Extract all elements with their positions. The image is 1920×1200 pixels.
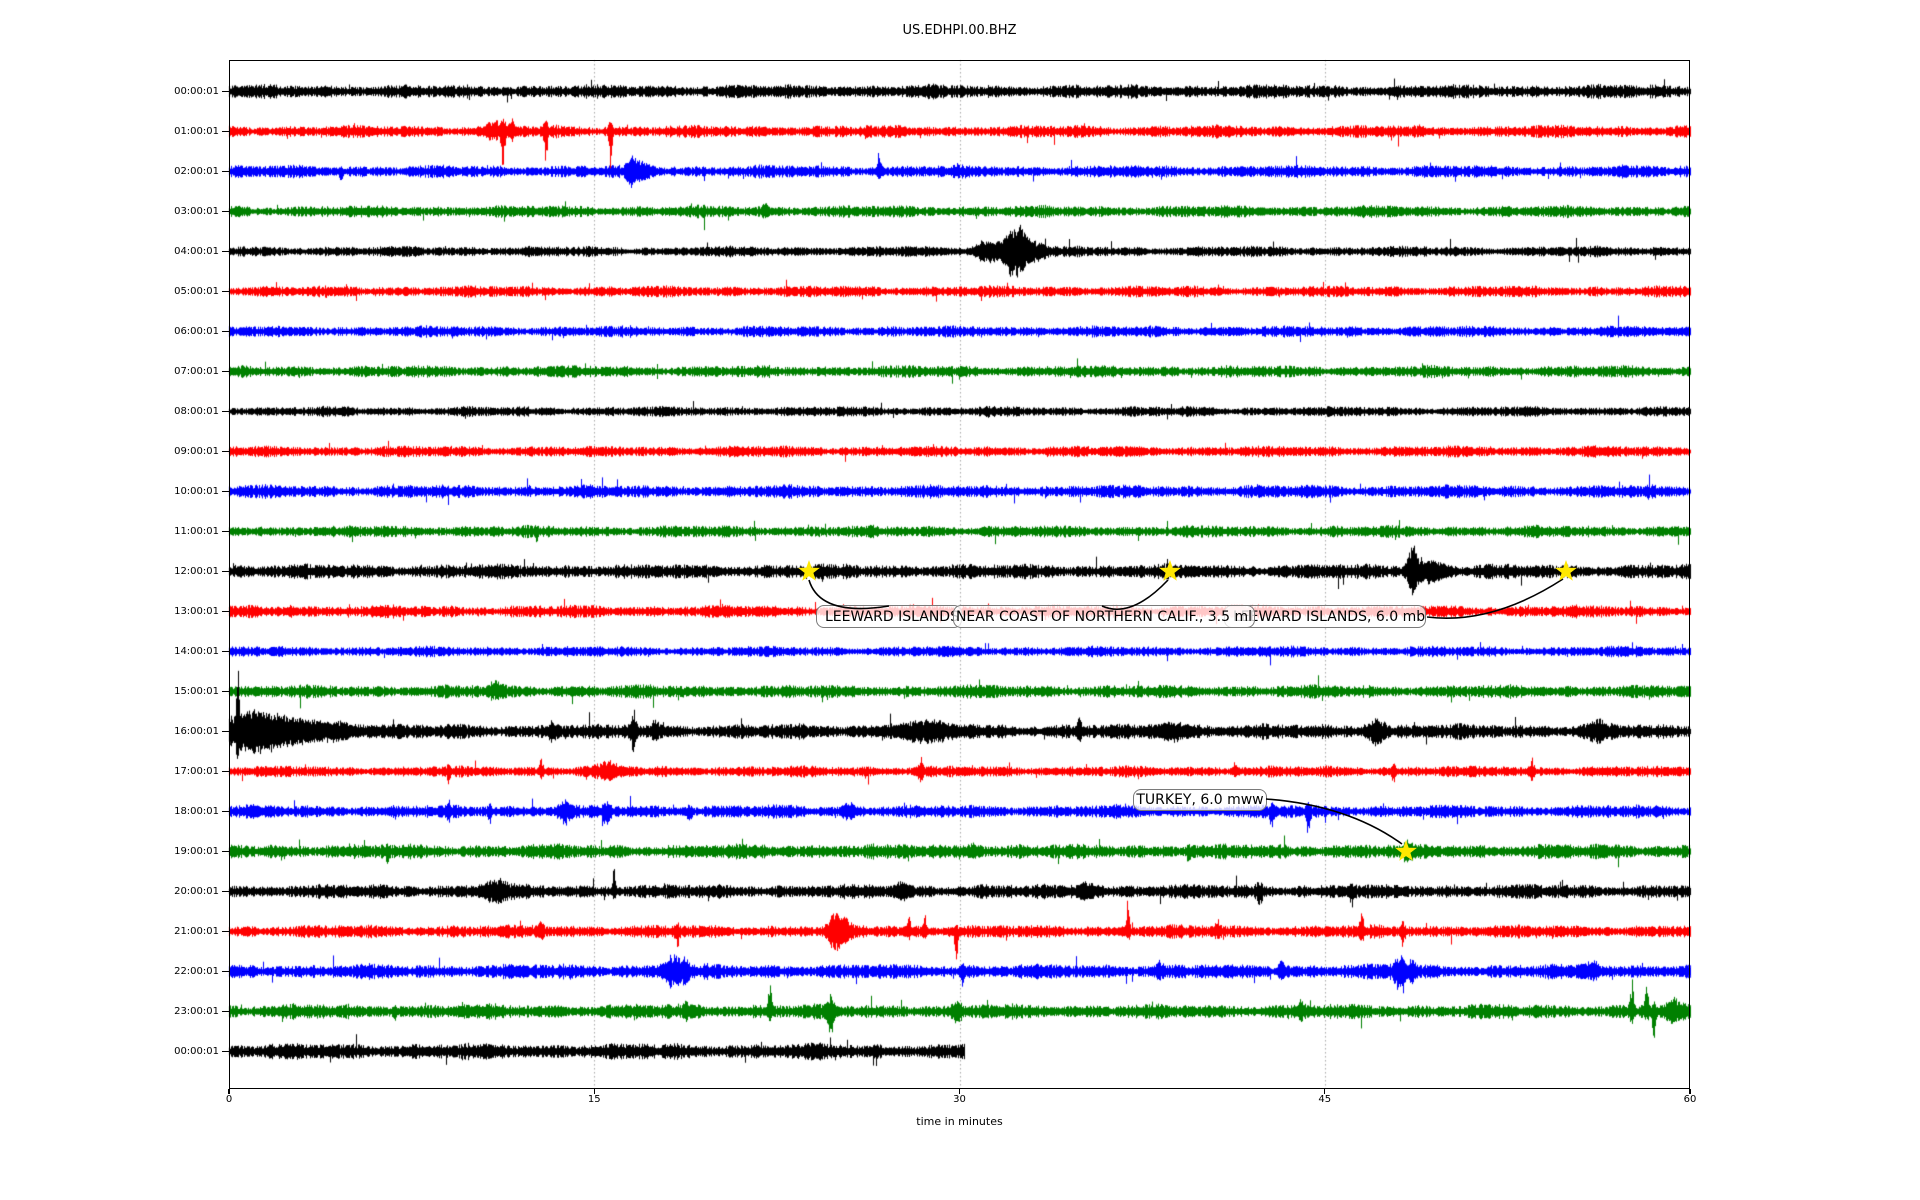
y-tick-mark xyxy=(222,1010,229,1013)
x-tick-mark xyxy=(958,1089,961,1094)
y-tick-label-row-22: 22:00:01 xyxy=(174,965,219,977)
y-tick-mark xyxy=(222,690,229,693)
y-tick-label-row-5: 05:00:01 xyxy=(174,285,219,297)
y-tick-mark xyxy=(222,570,229,573)
y-tick-mark xyxy=(222,370,229,373)
y-tick-mark xyxy=(222,850,229,853)
y-tick-label-row-23: 23:00:01 xyxy=(174,1005,219,1017)
y-tick-mark xyxy=(222,530,229,533)
y-tick-label-row-2: 02:00:01 xyxy=(174,165,219,177)
y-tick-mark xyxy=(222,770,229,773)
y-tick-mark xyxy=(222,130,229,133)
x-tick-label-45: 45 xyxy=(1318,1094,1332,1105)
y-tick-label-row-9: 09:00:01 xyxy=(174,445,219,457)
event-annotation-box: TURKEY, 6.0 mww xyxy=(1133,789,1267,811)
y-tick-mark xyxy=(222,890,229,893)
x-tick-mark xyxy=(1324,1089,1326,1094)
plot-border xyxy=(229,60,1690,1089)
y-tick-label-row-21: 21:00:01 xyxy=(174,925,219,937)
y-tick-mark xyxy=(222,1050,229,1053)
y-tick-label-row-17: 17:00:01 xyxy=(174,765,219,777)
y-tick-label-row-0: 00:00:01 xyxy=(174,85,219,97)
event-annotation-box: NEAR COAST OF NORTHERN CALIF., 3.5 ml xyxy=(953,605,1255,628)
y-tick-mark xyxy=(222,490,229,493)
y-tick-label-row-15: 15:00:01 xyxy=(174,685,219,697)
x-axis-label: time in minutes xyxy=(916,1115,1003,1128)
y-tick-mark xyxy=(222,330,229,333)
y-tick-label-row-19: 19:00:01 xyxy=(174,845,219,857)
y-tick-label-row-20: 20:00:01 xyxy=(174,885,219,897)
y-tick-label-row-24: 00:00:01 xyxy=(174,1045,219,1057)
chart-title: US.EDHPI.00.BHZ xyxy=(902,23,1017,38)
y-tick-label-row-11: 11:00:01 xyxy=(174,525,219,537)
y-tick-label-row-8: 08:00:01 xyxy=(174,405,219,417)
y-tick-mark xyxy=(222,170,229,173)
y-tick-label-row-12: 12:00:01 xyxy=(174,565,219,577)
event-annotation-box: LEEWARD ISLANDS, 6.0 mb xyxy=(1224,605,1426,628)
x-tick-label-15: 15 xyxy=(587,1094,601,1105)
y-tick-label-row-13: 13:00:01 xyxy=(174,605,219,617)
y-tick-mark xyxy=(222,970,229,973)
y-tick-label-row-6: 06:00:01 xyxy=(174,325,219,337)
y-tick-mark xyxy=(222,90,229,93)
y-tick-mark xyxy=(222,810,229,813)
x-tick-label-0: 0 xyxy=(225,1094,233,1105)
y-tick-mark xyxy=(222,450,229,453)
y-tick-label-row-10: 10:00:01 xyxy=(174,485,219,497)
y-tick-label-row-18: 18:00:01 xyxy=(174,805,219,817)
x-tick-label-60: 60 xyxy=(1683,1094,1697,1105)
y-tick-mark xyxy=(222,730,229,733)
y-tick-label-row-3: 03:00:01 xyxy=(174,205,219,217)
y-tick-mark xyxy=(222,930,229,933)
y-tick-mark xyxy=(222,290,229,293)
y-tick-mark xyxy=(222,210,229,213)
event-annotation-box: LEEWARD ISLANDS xyxy=(816,605,962,628)
y-tick-label-row-14: 14:00:01 xyxy=(174,645,219,657)
y-tick-label-row-7: 07:00:01 xyxy=(174,365,219,377)
y-tick-mark xyxy=(222,250,229,253)
x-tick-mark xyxy=(593,1089,595,1094)
y-tick-label-row-1: 01:00:01 xyxy=(174,125,219,137)
y-tick-mark xyxy=(222,610,229,613)
x-tick-label-30: 30 xyxy=(953,1094,966,1105)
x-tick-mark xyxy=(228,1089,230,1094)
y-tick-mark xyxy=(222,650,229,653)
x-tick-mark xyxy=(1689,1089,1691,1094)
y-tick-mark xyxy=(222,410,229,413)
y-tick-label-row-16: 16:00:01 xyxy=(174,725,219,737)
y-tick-label-row-4: 04:00:01 xyxy=(174,245,219,257)
